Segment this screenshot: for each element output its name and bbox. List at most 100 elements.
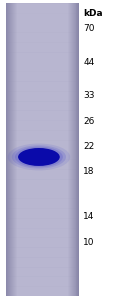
Bar [72,3,73,296]
Bar [62,3,63,296]
Bar [71,3,72,296]
Bar [57,3,58,296]
Bar [21,3,22,296]
Bar [31,3,32,296]
Bar [58,3,59,296]
Bar [17,3,18,296]
Bar [6,42,79,43]
Bar [6,247,79,248]
Bar [60,3,61,296]
Bar [27,3,28,296]
Bar [67,3,68,296]
Bar [19,3,20,296]
Bar [6,71,79,72]
Bar [69,3,70,296]
Bar [24,3,25,296]
Bar [6,22,79,23]
Text: 14: 14 [83,212,95,221]
Text: 22: 22 [83,142,95,151]
Bar [6,110,79,111]
Ellipse shape [18,148,60,166]
Bar [6,120,79,121]
Bar [12,3,13,296]
Text: 70: 70 [83,24,95,33]
Bar [37,3,38,296]
Bar [64,3,65,296]
Bar [6,237,79,238]
Bar [74,3,75,296]
Bar [10,3,11,296]
Text: 26: 26 [83,117,95,126]
Bar [39,3,40,296]
Bar [20,3,21,296]
Bar [28,3,29,296]
Bar [9,3,10,296]
Bar [70,3,71,296]
Bar [6,179,79,180]
Bar [6,52,79,53]
Bar [6,13,79,14]
Bar [11,3,12,296]
Bar [66,3,67,296]
Bar [6,81,79,82]
Bar [34,3,35,296]
Bar [8,3,9,296]
Bar [44,3,45,296]
Bar [14,3,15,296]
Bar [38,3,39,296]
Bar [61,3,62,296]
Text: 33: 33 [83,91,95,100]
Text: 18: 18 [83,167,95,176]
Bar [52,3,53,296]
Bar [6,218,79,219]
Bar [49,3,50,296]
Bar [15,3,16,296]
Bar [6,130,79,131]
Text: 44: 44 [83,58,95,67]
Bar [63,3,64,296]
Ellipse shape [12,145,66,169]
Text: 10: 10 [83,238,95,247]
Bar [6,140,79,141]
Bar [7,3,8,296]
Bar [6,3,7,296]
Bar [6,32,79,33]
Bar [73,3,74,296]
Bar [16,3,17,296]
Bar [23,3,24,296]
Bar [45,3,46,296]
Bar [43,3,44,296]
Bar [6,286,79,287]
Text: kDa: kDa [83,9,103,18]
Bar [65,3,66,296]
Bar [50,3,51,296]
Bar [6,208,79,209]
Bar [25,3,26,296]
Bar [36,3,37,296]
Bar [33,3,34,296]
Bar [26,3,27,296]
Bar [42,3,43,296]
Bar [29,3,30,296]
Bar [6,267,79,268]
Bar [6,91,79,92]
Ellipse shape [15,147,63,167]
Bar [6,257,79,258]
Bar [6,189,79,190]
Bar [51,3,52,296]
Bar [77,3,78,296]
Bar [32,3,33,296]
Bar [40,3,41,296]
Bar [68,3,69,296]
Bar [41,3,42,296]
Bar [6,159,79,160]
Bar [56,3,57,296]
Bar [54,3,55,296]
Bar [13,3,14,296]
Bar [48,3,49,296]
Bar [47,3,48,296]
Bar [6,198,79,199]
Bar [30,3,31,296]
Bar [22,3,23,296]
Bar [59,3,60,296]
